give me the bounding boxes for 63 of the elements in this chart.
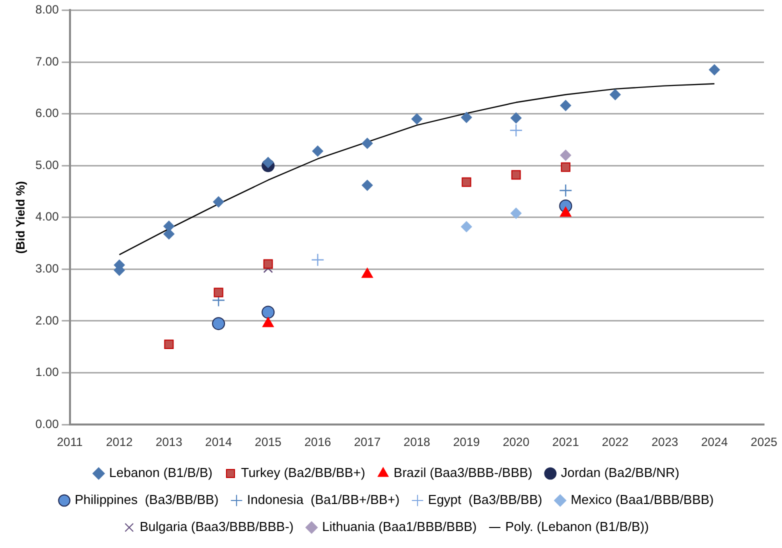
legend-label: Bulgaria (Baa3/BBB/BBB-) <box>140 519 294 534</box>
point <box>262 317 274 328</box>
point <box>510 112 522 124</box>
x-tick-label: 2012 <box>106 435 134 450</box>
legend-label: Jordan (Ba2/BB/NR) <box>560 465 680 480</box>
x-tick-label: 2020 <box>502 435 530 450</box>
x-tick-label: 2022 <box>602 435 629 450</box>
point <box>510 208 522 219</box>
y-tick-label: 3.00 <box>35 262 60 276</box>
point <box>311 253 324 266</box>
legend-label: Brazil (Baa3/BBB-/BBB) <box>394 465 532 480</box>
point <box>560 162 570 172</box>
y-tick-label: 2.00 <box>35 313 60 328</box>
point <box>462 177 472 187</box>
point <box>559 184 572 198</box>
point <box>708 64 720 76</box>
point <box>460 221 472 232</box>
x-tick-label: 2014 <box>205 435 232 450</box>
legend-label: Indonesia (Ba1/BB+/BB+) <box>247 492 400 508</box>
point <box>263 259 273 269</box>
legend-label: Mexico (Baa1/BBB/BBB) <box>570 492 714 508</box>
point <box>411 113 422 124</box>
legend-label: Philippines (Ba3/BB/BB) <box>74 492 219 508</box>
x-tick-label: 2018 <box>404 435 431 450</box>
y-tick-label: 8.00 <box>35 2 60 17</box>
y-axis-title: (Bid Yield %) <box>14 181 28 254</box>
x-tick-label: 2016 <box>304 435 332 450</box>
y-tick-label: 4.00 <box>35 210 60 224</box>
point <box>610 89 621 100</box>
point <box>212 317 226 330</box>
x-tick-label: 2024 <box>701 435 728 450</box>
point <box>262 156 274 168</box>
point <box>362 138 373 149</box>
x-tick-label: 2025 <box>750 435 778 450</box>
y-tick-label: 5.00 <box>35 158 60 172</box>
point <box>214 288 224 298</box>
legend-label: Egypt (Ba3/BB/BB) <box>428 492 542 508</box>
point <box>560 206 572 217</box>
x-tick-label: 2011 <box>56 435 83 450</box>
point <box>560 100 572 112</box>
x-tick-label: 2017 <box>354 435 381 450</box>
point <box>362 180 373 191</box>
legend-label: Lebanon (B1/B/B) <box>109 465 213 480</box>
point <box>460 112 472 123</box>
point <box>560 150 572 161</box>
point <box>164 340 174 350</box>
legend-label: Poly. (Lebanon (B1/B/B)) <box>505 519 649 534</box>
point <box>312 146 324 157</box>
x-tick-label: 2015 <box>254 435 282 450</box>
point <box>511 170 521 180</box>
x-tick-label: 2021 <box>552 435 580 450</box>
x-tick-label: 2023 <box>651 435 678 450</box>
y-tick-label: 7.00 <box>35 54 60 68</box>
x-tick-label: 2019 <box>453 435 480 450</box>
x-tick-label: 2013 <box>156 435 183 450</box>
point <box>509 124 523 137</box>
point <box>213 196 224 208</box>
point <box>262 306 275 319</box>
y-tick-label: 1.00 <box>35 365 60 380</box>
y-tick-label: 0.00 <box>35 416 60 431</box>
legend-label: Turkey (Ba2/BB/BB+) <box>240 465 366 480</box>
y-tick-label: 6.00 <box>35 106 60 120</box>
legend-label: Lithuania (Baa1/BBB/BBB) <box>322 519 477 534</box>
